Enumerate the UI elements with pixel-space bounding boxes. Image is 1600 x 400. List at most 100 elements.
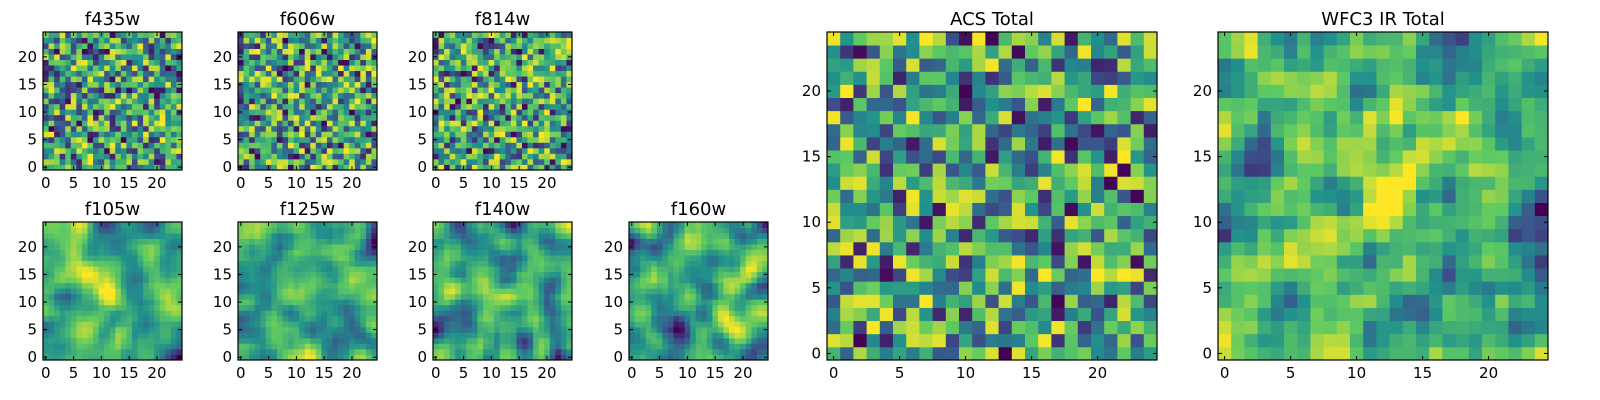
heatmap-cell xyxy=(238,65,244,72)
heatmap-cell xyxy=(148,293,155,300)
heatmap-cell xyxy=(751,222,758,228)
heatmap-cell xyxy=(143,114,150,121)
heatmap-cell xyxy=(293,81,300,88)
heatmap-cell xyxy=(510,103,517,110)
heatmap-cell xyxy=(282,326,289,333)
heatmap-cell xyxy=(695,271,702,278)
heatmap-cell xyxy=(998,163,1013,177)
heatmap-cell xyxy=(433,348,439,355)
heatmap-cell xyxy=(690,315,697,322)
heatmap-cell xyxy=(143,37,150,44)
heatmap-cell xyxy=(745,288,752,295)
heatmap-cell xyxy=(282,65,289,72)
heatmap-cell xyxy=(343,87,350,94)
heatmap-cell xyxy=(299,326,306,333)
heatmap-cell xyxy=(516,153,523,160)
heatmap-cell xyxy=(494,227,501,234)
heatmap-cell xyxy=(54,59,61,66)
heatmap-cell xyxy=(265,114,272,121)
heatmap-cell xyxy=(734,326,741,333)
heatmap-cell xyxy=(488,310,495,317)
heatmap-cell xyxy=(723,282,730,289)
heatmap-cell xyxy=(238,233,244,239)
heatmap-cell xyxy=(321,147,328,154)
heatmap-cell xyxy=(65,255,72,262)
heatmap-cell xyxy=(165,260,172,267)
heatmap-cell xyxy=(538,332,545,339)
heatmap-cell xyxy=(137,76,144,83)
heatmap-cell xyxy=(170,354,177,361)
heatmap-cell xyxy=(566,282,573,289)
heatmap-cell xyxy=(148,288,155,295)
heatmap-cell xyxy=(1117,215,1131,230)
heatmap-cell xyxy=(538,131,545,138)
heatmap-cell xyxy=(762,321,769,328)
heatmap-cell xyxy=(544,271,551,278)
heatmap-cell xyxy=(343,343,350,350)
heatmap-cell xyxy=(538,65,545,72)
heatmap-cell xyxy=(59,227,66,234)
heatmap-cell xyxy=(549,87,556,94)
heatmap-cell xyxy=(555,332,562,339)
heatmap-cell xyxy=(679,310,685,317)
heatmap-cell xyxy=(54,266,61,273)
heatmap-cell xyxy=(460,238,467,245)
heatmap-cell xyxy=(717,266,724,273)
heatmap-cell xyxy=(471,54,478,60)
heatmap-cell xyxy=(143,76,150,83)
heatmap-cell xyxy=(332,32,339,38)
heatmap-cell xyxy=(667,266,674,273)
heatmap-cell xyxy=(444,109,451,116)
heatmap-cell xyxy=(488,282,495,289)
heatmap-cell xyxy=(1143,163,1158,177)
heatmap-cell xyxy=(126,310,133,317)
heatmap-cell xyxy=(438,98,445,105)
heatmap-cell xyxy=(1091,320,1105,335)
heatmap-cell xyxy=(488,81,495,88)
heatmap-cell xyxy=(483,81,489,88)
heatmap-cell xyxy=(494,277,501,284)
heatmap-cell xyxy=(304,125,311,132)
heatmap-cell xyxy=(510,299,517,306)
heatmap-cell xyxy=(510,337,517,344)
heatmap-cell xyxy=(371,343,378,350)
heatmap-cell xyxy=(104,238,111,245)
heatmap-cell xyxy=(483,98,489,105)
panel-title: f435w xyxy=(85,9,140,30)
heatmap-cell xyxy=(59,103,66,110)
heatmap-cell xyxy=(299,158,306,165)
heatmap-cell xyxy=(137,48,144,55)
heatmap-cell xyxy=(321,343,328,350)
y-tick-label: 10 xyxy=(213,293,232,311)
heatmap-cell xyxy=(360,227,367,234)
heatmap-cell xyxy=(745,271,752,278)
heatmap-cell xyxy=(276,260,283,267)
heatmap-cell xyxy=(444,87,451,94)
heatmap-cell xyxy=(527,238,534,245)
heatmap-cell xyxy=(1143,281,1158,295)
heatmap-cell xyxy=(695,288,702,295)
heatmap-cell xyxy=(906,346,920,361)
heatmap-cell xyxy=(288,142,294,149)
heatmap-cell xyxy=(566,332,573,339)
heatmap-cell xyxy=(282,227,289,234)
heatmap-cell xyxy=(176,222,183,228)
heatmap-cell xyxy=(304,332,311,339)
heatmap-cell xyxy=(137,59,144,66)
x-tick-label: 0 xyxy=(431,174,441,192)
heatmap-cell xyxy=(527,158,534,165)
heatmap-cell xyxy=(560,43,567,49)
heatmap-cell xyxy=(260,282,267,289)
heatmap-cell xyxy=(853,176,867,190)
heatmap-cell xyxy=(54,153,61,160)
heatmap-cell xyxy=(159,277,166,284)
heatmap-cell xyxy=(444,153,451,160)
heatmap-cell xyxy=(494,266,501,273)
heatmap-cell xyxy=(499,136,506,143)
heatmap-cell xyxy=(932,189,947,203)
heatmap-cell xyxy=(972,176,986,190)
heatmap-cell xyxy=(1143,346,1158,361)
heatmap-cell xyxy=(282,321,289,328)
heatmap-cell xyxy=(466,158,473,165)
heatmap-cell xyxy=(1104,228,1118,243)
